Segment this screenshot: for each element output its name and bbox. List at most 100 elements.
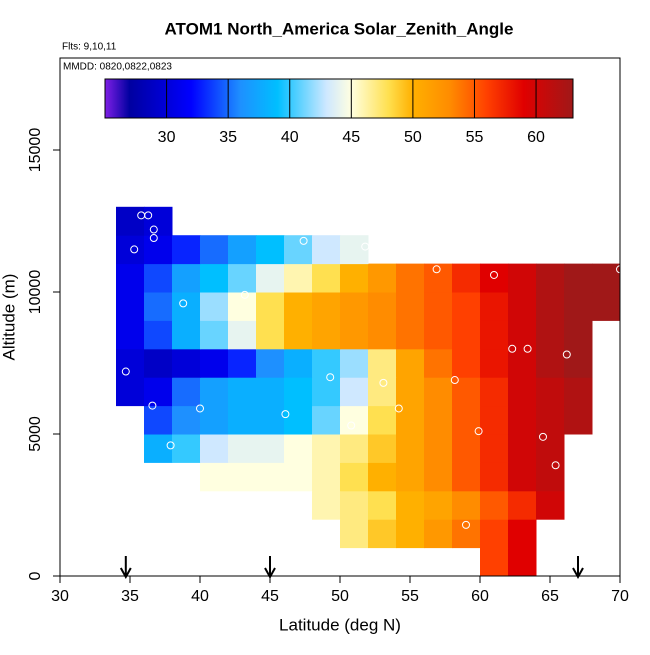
colorbar-tick-label: 40 bbox=[281, 129, 299, 146]
heatmap-cell bbox=[424, 519, 453, 549]
heatmap-cell bbox=[452, 292, 481, 321]
heatmap-cell bbox=[144, 377, 173, 407]
flight-point bbox=[490, 270, 498, 279]
heatmap-cell bbox=[396, 292, 425, 321]
heatmap-cell bbox=[340, 490, 369, 520]
heatmap-cell bbox=[508, 263, 537, 293]
heatmap-cell bbox=[480, 519, 509, 549]
flight-point bbox=[121, 367, 130, 376]
heatmap-cell bbox=[284, 292, 313, 321]
heatmap-cell bbox=[312, 292, 341, 321]
heatmap-cell bbox=[228, 377, 257, 407]
heatmap-cell bbox=[536, 292, 565, 321]
flight-point bbox=[347, 421, 356, 430]
x-tick-label: 35 bbox=[121, 588, 139, 605]
flight-point bbox=[148, 401, 157, 410]
heatmap-cell bbox=[256, 348, 285, 378]
heatmap-cell bbox=[508, 377, 537, 407]
flight-marker bbox=[264, 556, 276, 580]
colorbar bbox=[104, 78, 574, 119]
heatmap-cell bbox=[508, 547, 537, 577]
heatmap-cell bbox=[424, 462, 453, 492]
heatmap-cell bbox=[340, 405, 369, 435]
heatmap-cell bbox=[368, 434, 397, 463]
heatmap-cell bbox=[452, 519, 481, 549]
heatmap-cell bbox=[396, 434, 425, 463]
colorbar-tick-label: 55 bbox=[466, 129, 484, 146]
heatmap-cell bbox=[396, 490, 425, 520]
heatmap-cell bbox=[116, 377, 145, 407]
heatmap-cell bbox=[312, 490, 341, 520]
colorbar-tick-label: 35 bbox=[219, 129, 237, 146]
y-tick-label: 0 bbox=[27, 571, 44, 580]
flight-point bbox=[562, 350, 571, 359]
heatmap-cell bbox=[340, 377, 369, 407]
heatmap-cell bbox=[424, 377, 453, 407]
heatmap-cell bbox=[144, 235, 173, 265]
heatmap-cell bbox=[312, 320, 341, 350]
heatmap-cell bbox=[368, 320, 397, 350]
heatmap-cell bbox=[452, 405, 481, 435]
heatmap-cell bbox=[116, 292, 145, 321]
heatmap-cell bbox=[452, 462, 481, 492]
flight-point bbox=[523, 344, 532, 353]
heatmap-cell bbox=[480, 405, 509, 435]
heatmap-cell bbox=[368, 405, 397, 435]
heatmap-cell bbox=[340, 292, 369, 321]
colorbar-tick-label: 60 bbox=[527, 129, 545, 146]
flight-point bbox=[546, 554, 554, 563]
heatmap-cell bbox=[256, 292, 285, 321]
heatmap-cell bbox=[200, 320, 229, 350]
heatmap-cell bbox=[228, 348, 257, 378]
flight-point bbox=[432, 265, 441, 274]
heatmap-cell bbox=[396, 462, 425, 492]
heatmap-cell bbox=[284, 235, 313, 265]
heatmap-cell bbox=[144, 405, 173, 435]
heatmap-cell bbox=[256, 377, 285, 407]
heatmap-cell bbox=[284, 377, 313, 407]
heatmap-cell bbox=[424, 490, 453, 520]
heatmap-cell bbox=[200, 292, 229, 321]
flight-point bbox=[394, 404, 403, 413]
heatmap-cell bbox=[396, 320, 425, 350]
heatmap-cell bbox=[480, 434, 509, 463]
heatmap-cell bbox=[256, 235, 285, 265]
heatmap-cell bbox=[312, 263, 341, 293]
y-tick-label: 15000 bbox=[27, 128, 44, 173]
heatmap-cell bbox=[116, 263, 145, 293]
heatmap-cell bbox=[396, 405, 425, 435]
heatmap-cell bbox=[564, 263, 593, 293]
x-tick-label: 40 bbox=[191, 588, 209, 605]
heatmap-cell bbox=[368, 462, 397, 492]
heatmap-cell bbox=[340, 462, 369, 492]
flight-point bbox=[299, 236, 308, 245]
x-tick-label: 50 bbox=[331, 588, 349, 605]
heatmap-cell bbox=[340, 263, 369, 293]
heatmap-cell bbox=[228, 434, 257, 463]
heatmap-cell bbox=[340, 434, 369, 463]
flight-point bbox=[166, 441, 175, 450]
heatmap-cell bbox=[144, 263, 173, 293]
heatmap-cell bbox=[256, 320, 285, 350]
heatmap-cell bbox=[452, 377, 481, 407]
heatmap-cell bbox=[564, 405, 593, 435]
heatmap-cell bbox=[228, 292, 257, 321]
flight-point bbox=[361, 242, 370, 251]
heatmap-cell bbox=[172, 235, 201, 265]
flight-point bbox=[281, 410, 290, 419]
y-tick-label: 5000 bbox=[27, 416, 44, 452]
heatmap-cell bbox=[284, 263, 313, 293]
heatmap-cell bbox=[200, 348, 229, 378]
heatmap-cell bbox=[228, 263, 257, 293]
heatmap-cell bbox=[284, 462, 313, 492]
heatmap-cell bbox=[480, 292, 509, 321]
heatmap-cell bbox=[368, 348, 397, 378]
flight-point bbox=[450, 376, 459, 385]
heatmap-cell bbox=[172, 434, 201, 463]
heatmap-cell bbox=[536, 405, 565, 435]
heatmap-cell bbox=[172, 377, 201, 407]
heatmap-cell bbox=[424, 405, 453, 435]
heatmap-cell bbox=[200, 263, 229, 293]
heatmap-cell bbox=[508, 320, 537, 350]
heatmap-cell bbox=[200, 434, 229, 463]
